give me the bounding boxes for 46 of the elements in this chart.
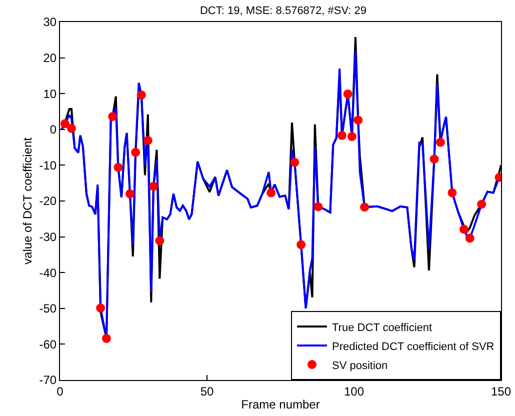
y-tick-label: -40: [39, 266, 57, 280]
point: [290, 158, 300, 167]
point: [266, 188, 276, 198]
point: [436, 138, 445, 147]
y-tick-label: -70: [39, 373, 57, 388]
x-axis-title: Frame number: [241, 397, 320, 412]
point: [465, 234, 474, 243]
x-tick-label: 50: [200, 384, 214, 398]
y-tick-label: -20: [39, 194, 57, 208]
point: [114, 162, 123, 172]
y-tick-label: 20: [43, 51, 57, 65]
chart-title: DCT: 19, MSE: 8.576872, #SV: 29: [200, 4, 367, 17]
point: [477, 200, 486, 209]
point: [459, 224, 468, 234]
x-tick-label: 150: [490, 384, 512, 398]
point: [360, 202, 370, 212]
point: [343, 89, 352, 98]
y-tick-label: 30: [43, 15, 57, 30]
legend-label: SV position: [332, 360, 388, 372]
point: [125, 189, 134, 198]
point: [430, 154, 439, 164]
x-tick-label: 100: [344, 384, 364, 398]
y-axis-title: value of DCT coefficient: [20, 136, 35, 264]
point: [148, 182, 158, 191]
point: [296, 240, 306, 250]
point: [131, 148, 140, 157]
point: [347, 132, 356, 142]
legend-label: Predicted DCT coefficient of SVR: [332, 340, 494, 353]
point: [96, 304, 106, 313]
point: [354, 116, 363, 125]
legend-label: True DCT coefficient: [332, 322, 432, 334]
point: [108, 112, 118, 122]
y-tick-label: -30: [39, 230, 57, 244]
point: [155, 236, 164, 246]
point: [102, 334, 111, 343]
point: [448, 188, 457, 198]
y-tick-label: -50: [39, 302, 57, 316]
point: [143, 136, 152, 145]
y-tick-label: -60: [39, 337, 57, 352]
point: [314, 202, 323, 212]
point: [337, 130, 346, 140]
y-tick-label: -10: [39, 158, 57, 172]
y-tick-label: 0: [50, 122, 57, 137]
point: [66, 124, 76, 133]
y-tick-label: 10: [43, 86, 57, 101]
point: [136, 90, 146, 100]
